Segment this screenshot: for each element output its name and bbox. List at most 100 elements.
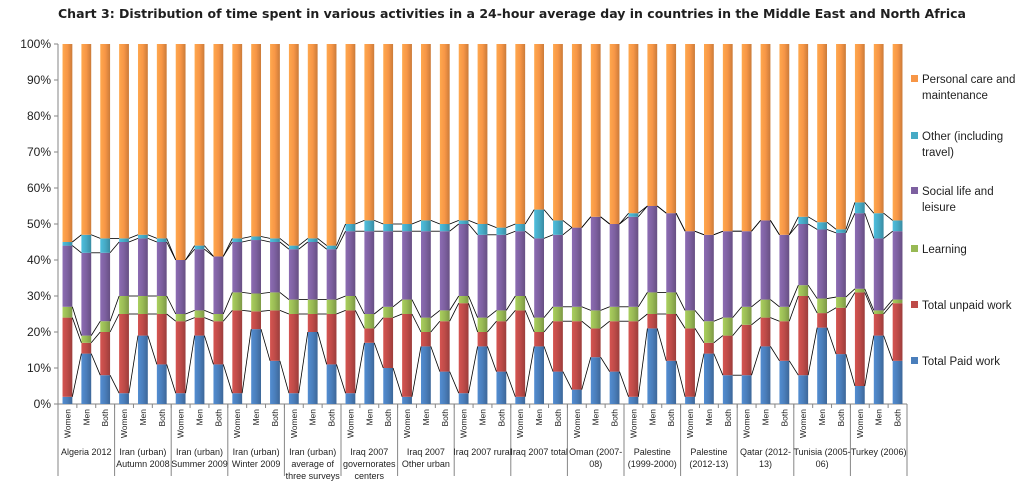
series-line [694, 328, 705, 344]
series-line [826, 296, 837, 299]
x-sub-label: Both [893, 409, 903, 427]
series-line [656, 205, 667, 214]
series-line [713, 230, 724, 236]
legend-swatch [911, 357, 918, 364]
x-group-label: Algeria 2012 [61, 447, 112, 457]
bar-segment-social-life-and-leisure [402, 231, 412, 300]
bar-segment-personal-care-and-maintenance [345, 44, 356, 224]
bar-segment-total-unpaid-work [251, 311, 262, 330]
series-line [185, 245, 195, 261]
bar-segment-social-life-and-leisure [534, 238, 545, 318]
bar-segment-learning [779, 306, 790, 322]
series-line [600, 306, 610, 311]
bar-segment-other-including-travel [817, 222, 828, 230]
bar-segment-total-unpaid-work [873, 314, 884, 336]
bar-segment-social-life-and-leisure [892, 231, 903, 300]
series-line [845, 353, 856, 387]
series-line [638, 313, 648, 322]
series-line [260, 292, 271, 294]
series-line [619, 371, 629, 397]
bar-segment-personal-care-and-maintenance [854, 44, 865, 203]
bar-segment-total-paid-work [137, 335, 148, 404]
x-sub-label: Men [138, 409, 148, 426]
series-line [524, 209, 535, 225]
series-line [675, 292, 686, 311]
bar-segment-total-paid-work [609, 371, 620, 404]
chart-title: Chart 3: Distribution of time spent in v… [58, 6, 966, 21]
bar-segment-personal-care-and-maintenance [760, 44, 771, 221]
series-line [222, 292, 233, 315]
bar-segment-personal-care-and-maintenance [515, 44, 526, 224]
x-sub-label: Women [119, 409, 129, 438]
series-line [72, 234, 82, 243]
bar-segment-personal-care-and-maintenance [892, 44, 903, 221]
bar-segment-total-paid-work [364, 342, 375, 404]
bar-segment-total-paid-work [100, 375, 111, 404]
x-sub-label: Both [836, 409, 846, 427]
bar-segment-learning [458, 296, 469, 304]
bar-segment-social-life-and-leisure [817, 229, 828, 299]
series-line [166, 313, 176, 322]
x-sub-label: Both [100, 409, 110, 427]
series-line [562, 371, 573, 390]
bar-segment-social-life-and-leisure [307, 242, 318, 300]
series-line [770, 346, 780, 362]
series-line [807, 216, 818, 223]
x-group-label: Iran (urban) [176, 447, 223, 457]
bar-segment-learning [307, 299, 318, 314]
bar-segment-other-including-travel [137, 234, 148, 239]
series-line [562, 227, 573, 236]
bar-segment-learning [534, 317, 545, 332]
series-line [298, 238, 309, 246]
x-group-label: centers [355, 471, 385, 481]
bar-segment-learning [553, 306, 563, 322]
bar-segment-learning [119, 296, 129, 314]
bar-segment-learning [477, 317, 488, 332]
series-line [222, 310, 233, 322]
series-line [600, 356, 610, 372]
series-line [147, 234, 158, 239]
bar-segment-total-paid-work [458, 393, 469, 404]
bar-segment-other-including-travel [836, 229, 846, 233]
series-line [449, 223, 459, 232]
bar-segment-total-unpaid-work [232, 310, 243, 394]
series-line [788, 285, 799, 307]
bar-segment-total-paid-work [175, 393, 186, 404]
bar-segment-learning [836, 297, 846, 308]
series-line [279, 292, 290, 300]
bar-segment-learning [496, 310, 507, 322]
bar-segment-other-including-travel [270, 238, 280, 242]
series-line [581, 357, 592, 390]
bar-segment-learning [175, 314, 186, 322]
bar-segment-total-paid-work [741, 375, 752, 404]
x-group-label: Iran (urban) [233, 447, 280, 457]
series-line [581, 216, 592, 228]
series-line [260, 239, 271, 243]
bar-segment-personal-care-and-maintenance [402, 44, 412, 224]
series-line [392, 367, 403, 397]
series-line [468, 220, 478, 225]
legend-label: Social life and [922, 186, 994, 198]
x-sub-label: Men [478, 409, 488, 426]
bar-segment-personal-care-and-maintenance [873, 44, 884, 214]
bar-segment-other-including-travel [515, 224, 526, 232]
bar-segment-personal-care-and-maintenance [685, 44, 695, 232]
series-line [524, 310, 535, 333]
bar-segment-personal-care-and-maintenance [326, 44, 337, 246]
bar-segment-personal-care-and-maintenance [439, 44, 450, 224]
series-line [128, 335, 139, 394]
series-line [336, 231, 346, 250]
series-line [260, 329, 271, 361]
series-line [354, 342, 365, 394]
series-line [864, 292, 875, 315]
series-line [430, 320, 441, 333]
bar-segment-total-unpaid-work [402, 314, 412, 397]
bar-segment-total-unpaid-work [383, 317, 394, 368]
bar-segment-social-life-and-leisure [156, 242, 167, 296]
x-group-label: Turkey (2006) [851, 447, 907, 457]
series-line [449, 371, 460, 394]
series-line [468, 346, 478, 394]
series-line [71, 317, 82, 343]
bar-segment-personal-care-and-maintenance [703, 44, 714, 235]
bar-segment-social-life-and-leisure [628, 216, 639, 307]
